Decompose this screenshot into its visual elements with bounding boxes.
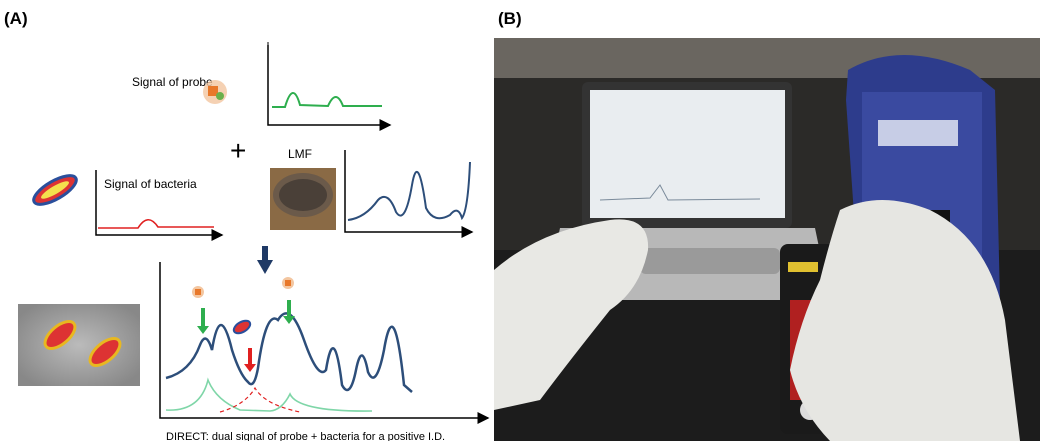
panel-label: (B) — [498, 9, 522, 28]
bacteria-label: Signal of bacteria — [104, 177, 197, 191]
combined-graph — [159, 262, 490, 424]
caption: DIRECT: dual signal of probe + bacteria … — [166, 431, 445, 441]
panel-a: (A) Signal of probe + Signal of bacteria… — [4, 9, 490, 443]
probe-graph — [267, 42, 392, 131]
bacteria-graph — [95, 170, 224, 241]
probe-icon — [203, 80, 227, 104]
down-arrow-head — [257, 260, 273, 274]
panel-label: (A) — [4, 9, 28, 28]
probe-label: Signal of probe — [132, 75, 213, 89]
lmf-image — [270, 168, 336, 230]
plus-sign: + — [230, 135, 246, 166]
lmf-graph — [344, 150, 474, 238]
bacteria-icon — [32, 174, 78, 206]
lmf-label: LMF — [288, 147, 312, 161]
lab-photo — [494, 38, 1040, 441]
sample-photo — [18, 304, 140, 386]
panel-b: (B) — [494, 9, 1040, 441]
